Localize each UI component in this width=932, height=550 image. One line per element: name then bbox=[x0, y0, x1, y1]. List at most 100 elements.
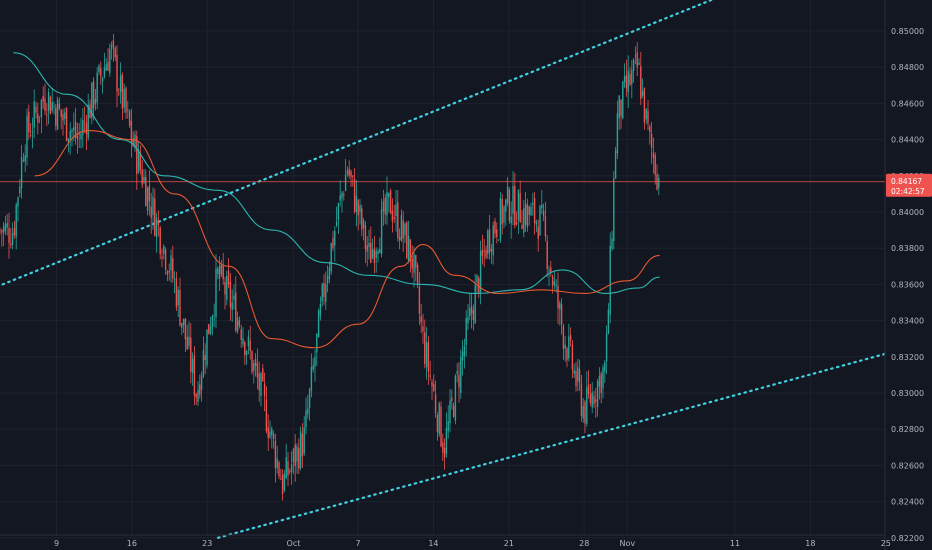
candle-body bbox=[177, 289, 179, 306]
price-tick-label: 0.82600 bbox=[891, 461, 924, 470]
candle-body bbox=[404, 223, 406, 236]
candle-body bbox=[571, 344, 574, 370]
time-tick-label: 23 bbox=[202, 539, 212, 548]
candle-body bbox=[577, 367, 579, 382]
candle-body bbox=[425, 342, 428, 368]
candle-body bbox=[42, 95, 44, 102]
price-tick-label: 0.85000 bbox=[891, 27, 924, 36]
candle-body bbox=[452, 405, 455, 417]
trend-channel bbox=[1, 0, 909, 539]
candle-body bbox=[6, 223, 8, 228]
candlestick-series bbox=[0, 34, 660, 501]
candle-body bbox=[407, 236, 410, 261]
candle-body bbox=[35, 106, 37, 113]
candle-body bbox=[24, 155, 26, 162]
candle-body bbox=[584, 401, 586, 424]
candle-body bbox=[152, 196, 154, 216]
candle-body bbox=[49, 97, 52, 115]
candle-body bbox=[618, 95, 620, 119]
candle-body bbox=[604, 362, 606, 372]
candle-body bbox=[130, 121, 133, 143]
candle-body bbox=[348, 168, 350, 176]
candle-body bbox=[645, 108, 647, 120]
candle-body bbox=[200, 375, 203, 390]
candle-body bbox=[433, 384, 435, 391]
candle-body bbox=[476, 274, 478, 283]
candle-body bbox=[190, 337, 192, 373]
candle-body bbox=[193, 355, 196, 396]
price-tick-label: 0.84800 bbox=[891, 63, 924, 72]
candle-body bbox=[22, 160, 25, 162]
candle-body bbox=[33, 101, 35, 128]
candle-body bbox=[613, 178, 615, 242]
candle-body bbox=[172, 258, 174, 279]
candle-body bbox=[155, 217, 158, 238]
price-axis[interactable]: 0.850000.848000.846000.844000.842000.840… bbox=[891, 27, 924, 543]
time-tick-label: 25 bbox=[881, 539, 891, 548]
candle-body bbox=[456, 371, 458, 374]
price-tick-label: 0.83800 bbox=[891, 244, 924, 253]
candle-body bbox=[616, 113, 619, 154]
candle-body bbox=[101, 77, 104, 82]
candle-body bbox=[325, 283, 327, 302]
candle-body bbox=[76, 135, 79, 139]
candle-body bbox=[303, 427, 305, 454]
candle-body bbox=[424, 332, 426, 364]
candle-body bbox=[530, 206, 532, 216]
candle-body bbox=[94, 98, 97, 105]
candle-body bbox=[139, 153, 142, 170]
candle-body bbox=[643, 87, 646, 123]
candle-body bbox=[110, 45, 113, 50]
candle-body bbox=[409, 239, 412, 262]
candle-body bbox=[600, 373, 602, 394]
candle-body bbox=[240, 329, 242, 341]
price-tick-label: 0.84400 bbox=[891, 136, 924, 145]
price-tick-label: 0.82800 bbox=[891, 425, 924, 434]
candle-body bbox=[137, 149, 140, 173]
candle-body bbox=[26, 115, 28, 158]
time-tick-label: Oct bbox=[287, 539, 301, 548]
candle-body bbox=[632, 59, 635, 71]
candle-body bbox=[123, 88, 125, 108]
time-tick-label: 7 bbox=[356, 539, 361, 548]
candle-body bbox=[337, 203, 340, 220]
candle-body bbox=[521, 225, 523, 229]
candle-body bbox=[287, 461, 289, 476]
candle-body bbox=[402, 220, 404, 239]
candle-body bbox=[649, 126, 651, 133]
candle-body bbox=[47, 91, 50, 111]
candle-body bbox=[397, 202, 399, 238]
candle-body bbox=[375, 251, 377, 258]
candle-body bbox=[634, 55, 637, 57]
candle-body bbox=[191, 358, 194, 374]
candle-body bbox=[629, 73, 631, 85]
candle-body bbox=[589, 393, 592, 404]
candle-body bbox=[231, 302, 233, 310]
candle-body bbox=[548, 270, 550, 272]
candle-body bbox=[582, 406, 584, 419]
candle-body bbox=[236, 317, 239, 332]
candle-body bbox=[150, 206, 152, 218]
candle-body bbox=[85, 122, 88, 135]
time-axis[interactable]: 9 16 23 Oct 7 14 21 28 Nov 11 18 25 bbox=[54, 539, 891, 548]
candle-body bbox=[650, 133, 653, 148]
candle-body bbox=[440, 406, 442, 447]
candle-body bbox=[254, 358, 257, 366]
candle-body bbox=[373, 248, 376, 263]
candle-body bbox=[631, 69, 633, 85]
candle-body bbox=[469, 308, 471, 317]
candle-body bbox=[532, 203, 534, 205]
candle-body bbox=[472, 310, 475, 320]
candle-body bbox=[242, 338, 244, 345]
candle-body bbox=[641, 91, 644, 96]
candle-body bbox=[353, 179, 356, 212]
candle-body bbox=[267, 427, 269, 438]
candle-body bbox=[614, 150, 617, 179]
candle-body bbox=[512, 185, 514, 214]
candle-body bbox=[145, 177, 147, 207]
candle-body bbox=[218, 265, 221, 279]
candle-body bbox=[312, 365, 314, 370]
candle-body bbox=[289, 470, 291, 472]
